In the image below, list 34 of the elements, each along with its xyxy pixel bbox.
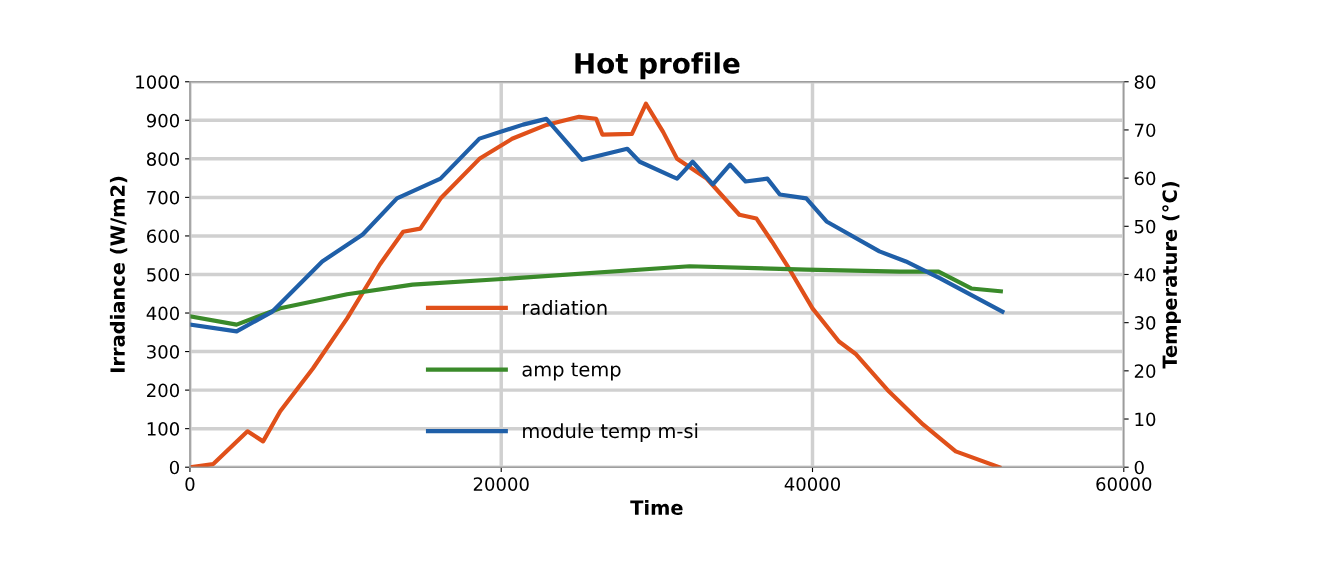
y2-tick-label: 50 [1134,219,1156,234]
y-tick-label: 300 [147,345,180,359]
y-tick-label: 600 [147,229,180,244]
line-series [189,101,1002,468]
y-axis-title: Irradiance (W/m2) [109,176,128,373]
y2-axis-title: Temperature (°C) [1162,181,1181,369]
legend-label: amp temp [522,362,621,381]
line-series [189,264,1003,327]
y2-tick-label: 30 [1134,316,1156,330]
chart-title: Hot profile [575,52,740,80]
x-tick-label: 20000 [473,477,529,491]
y2-tick-label: 20 [1134,364,1156,378]
y2-tick-label: 40 [1134,267,1156,282]
y2-tick-label: 10 [1135,412,1156,427]
x-tick-label: 60000 [1096,477,1152,491]
y2-tick-label: 80 [1134,75,1156,89]
y-tick-label: 1000 [136,75,180,89]
legend-label: radiation [523,299,607,316]
x-axis-title: Time [630,499,683,515]
y-tick-label: 500 [147,267,180,282]
x-tick-label: 0 [185,477,195,491]
legend-label: module temp m-si [523,423,698,442]
y2-tick-label: 70 [1134,123,1156,138]
y-tick-label: 400 [146,306,180,321]
y-tick-label: 700 [147,190,180,205]
x-tick-label: 40000 [784,477,841,491]
y2-tick-label: 60 [1134,171,1156,186]
y-tick-label: 800 [146,152,180,166]
y-tick-label: 0 [169,460,180,475]
y-tick-label: 100 [147,422,180,436]
line-series [189,116,1005,334]
y2-tick-label: 0 [1134,460,1144,475]
y-tick-label: 200 [147,383,180,398]
y-tick-label: 900 [146,113,180,128]
